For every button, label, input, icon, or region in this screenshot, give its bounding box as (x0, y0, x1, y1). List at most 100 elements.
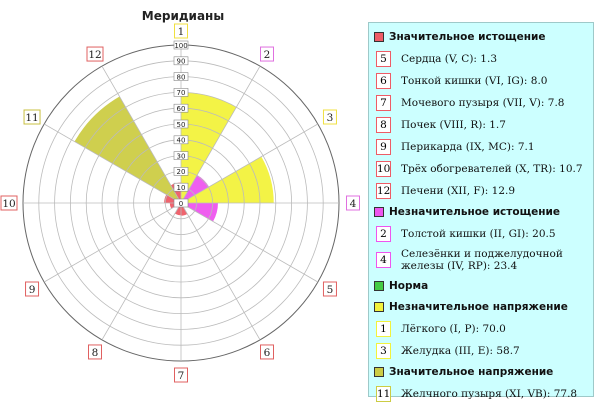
tick-label: 90 (177, 58, 186, 66)
grid-spoke (180, 123, 319, 204)
category-label: 8 (92, 347, 99, 359)
grid-spoke (43, 123, 182, 204)
legend-item-number: 10 (376, 160, 391, 177)
legend-item-number: 2 (376, 225, 391, 242)
legend-item: 2 Толстой кишки (II, GI): 20.5 (374, 223, 593, 244)
category-label: 3 (327, 112, 334, 124)
category-box (174, 367, 188, 383)
tick-box (173, 167, 189, 176)
category-box (260, 46, 274, 62)
legend-swatch (374, 367, 384, 377)
legend-group-header: Значительное напряжение (374, 362, 593, 382)
category-box (23, 109, 41, 125)
tick-label: 20 (177, 168, 186, 176)
legend-item-number: 11 (376, 385, 391, 402)
category-label: 9 (29, 284, 36, 296)
legend-group-header: Незначительное истощение (374, 202, 593, 222)
chart-title: Меридианы (142, 9, 224, 23)
legend-item-text: Перикарда (IX, MC): 7.1 (401, 140, 535, 153)
tick-label: 100 (174, 42, 187, 50)
legend-item-text: Селезёнки и поджелудочной железы (IV, RP… (401, 248, 563, 272)
legend-item: 6 Тонкой кишки (VI, IG): 8.0 (374, 70, 593, 91)
legend-item-text: Трёх обогревателей (X, TR): 10.7 (401, 162, 583, 175)
tick-box (173, 198, 189, 208)
legend-item-text: Лёгкого (I, P): 70.0 (401, 322, 506, 335)
category-label: 12 (88, 49, 101, 61)
category-box (88, 344, 102, 360)
legend-item: 4 Селезёнки и поджелудочной железы (IV, R… (374, 245, 593, 275)
legend-group: Норма (374, 276, 593, 296)
legend-item-text: Желудка (III, E): 58.7 (401, 344, 520, 357)
legend-item-number: 1 (376, 320, 391, 337)
grid-spoke (101, 65, 182, 204)
category-box (260, 344, 274, 360)
category-box (322, 281, 337, 297)
legend-item-number: 8 (376, 116, 391, 133)
legend-item: 3 Желудка (III, E): 58.7 (374, 340, 593, 361)
legend-item: 1 Лёгкого (I, P): 70.0 (374, 318, 593, 339)
legend-item-text: Почек (VIII, R): 1.7 (401, 118, 506, 131)
sector-1 (181, 92, 237, 203)
legend-swatch (374, 281, 384, 291)
legend-group-header: Норма (374, 276, 593, 296)
grid-spoke (180, 65, 261, 204)
tick-label: 60 (177, 105, 186, 113)
legend-item-number: 7 (376, 94, 391, 111)
category-label: 4 (350, 198, 357, 210)
tick-label: 10 (177, 184, 186, 192)
grid-spoke (43, 202, 182, 283)
grid-spoke (101, 202, 182, 341)
legend: Значительное истощение 5 Сердца (V, C): 1.… (368, 22, 594, 402)
category-label: 2 (264, 49, 271, 61)
legend-group-header: Значительное истощение (374, 27, 593, 47)
legend-item: 10 Трёх обогревателей (X, TR): 10.7 (374, 158, 593, 179)
category-label: 7 (178, 370, 185, 382)
legend-item: 8 Почек (VIII, R): 1.7 (374, 114, 593, 135)
tick-box (173, 72, 189, 81)
legend-group-label: Значительное истощение (389, 31, 546, 43)
legend-item-number: 4 (376, 252, 391, 268)
legend-group: Значительное истощение 5 Сердца (V, C): 1.… (374, 27, 593, 201)
category-box (0, 195, 18, 211)
category-label: 1 (178, 26, 185, 38)
tick-box (173, 40, 189, 50)
sector-11 (74, 96, 181, 203)
legend-item: 9 Перикарда (IX, MC): 7.1 (374, 136, 593, 157)
legend-item-text: Печени (XII, F): 12.9 (401, 184, 516, 197)
legend-swatch (374, 32, 384, 42)
legend-group: Незначительное истощение 2 Толстой кишки (… (374, 202, 593, 275)
legend-item-number: 9 (376, 138, 391, 155)
legend-item-text: Тонкой кишки (VI, IG): 8.0 (401, 74, 548, 87)
legend-item-text: Сердца (V, C): 1.3 (401, 52, 498, 65)
legend-item: 7 Мочевого пузыря (VII, V): 7.8 (374, 92, 593, 113)
legend-item-text: Толстой кишки (II, GI): 20.5 (401, 227, 556, 240)
legend-group-label: Норма (389, 280, 429, 292)
category-box (174, 23, 188, 39)
category-box (25, 281, 40, 297)
legend-group: Незначительное напряжение 1 Лёгкого (I, P)… (374, 297, 593, 361)
tick-label: 80 (177, 73, 186, 81)
tick-box (173, 135, 189, 145)
legend-group-label: Незначительное истощение (389, 206, 561, 218)
tick-label: 70 (177, 89, 186, 97)
tick-label: 0 (179, 200, 183, 208)
legend-item-number: 3 (376, 342, 391, 359)
category-box (346, 195, 360, 211)
legend-item: 5 Сердца (V, C): 1.3 (374, 48, 593, 69)
tick-label: 50 (177, 121, 186, 129)
legend-item-text: Мочевого пузыря (VII, V): 7.8 (401, 96, 565, 109)
legend-swatch (374, 302, 384, 312)
category-label: 6 (264, 347, 271, 359)
tick-box (173, 88, 189, 97)
legend-group-label: Незначительное напряжение (389, 301, 568, 313)
sector-4 (181, 203, 218, 222)
category-box (322, 109, 337, 125)
category-box (86, 46, 104, 62)
legend-item: 12 Печени (XII, F): 12.9 (374, 180, 593, 201)
legend-swatch (374, 207, 384, 217)
category-label: 11 (25, 112, 38, 124)
grid-spoke (180, 202, 319, 283)
category-label: 5 (327, 284, 334, 296)
legend-item-number: 12 (376, 182, 391, 199)
